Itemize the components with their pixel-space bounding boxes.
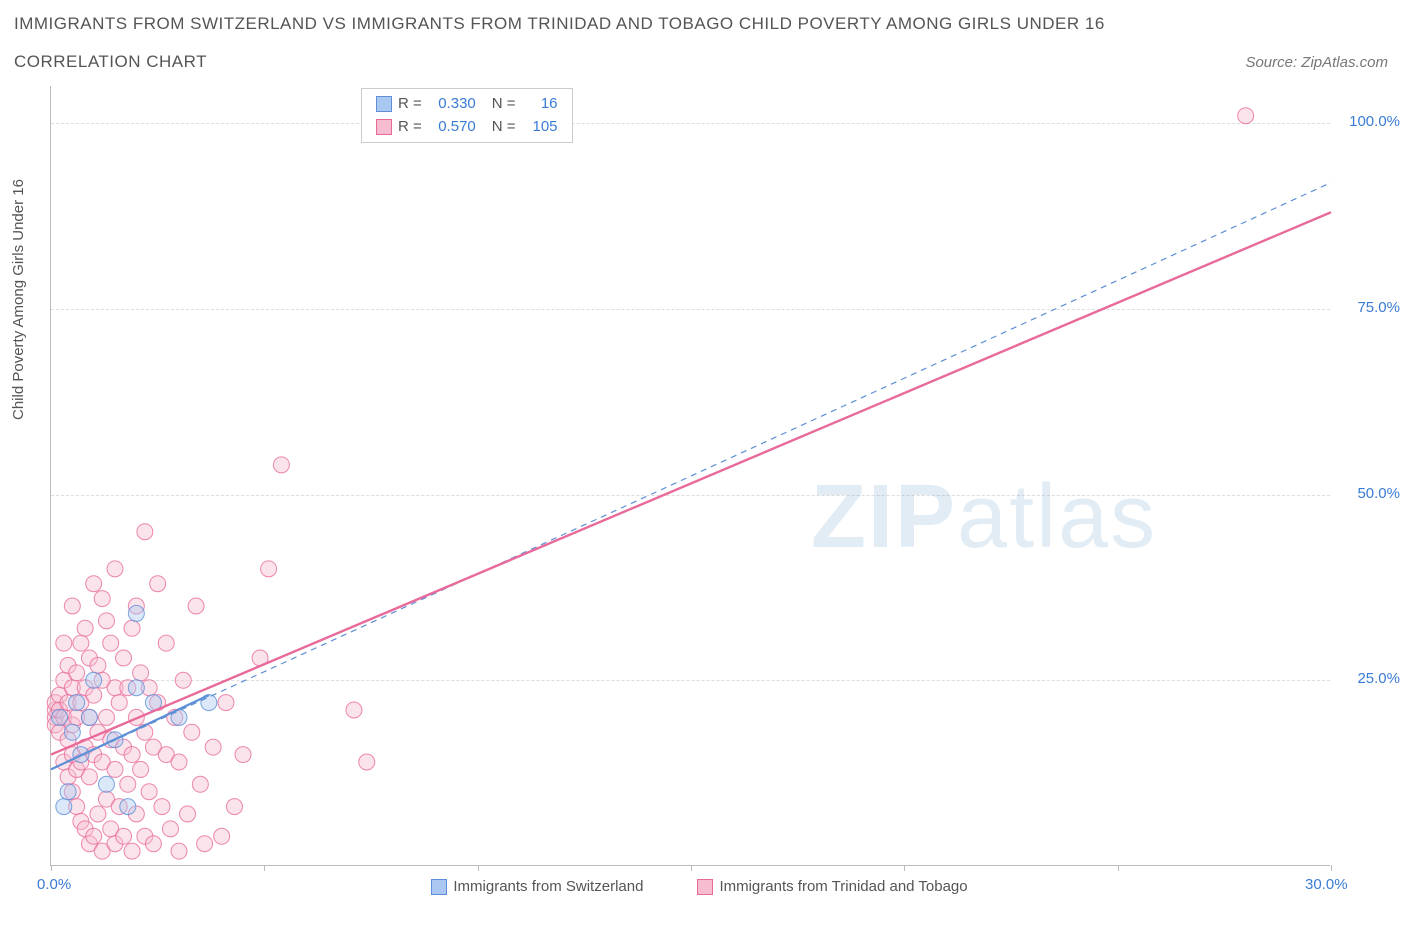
scatter-point: [90, 806, 106, 822]
scatter-point: [141, 784, 157, 800]
legend-bottom-item: Immigrants from Trinidad and Tobago: [679, 878, 967, 895]
scatter-point: [150, 576, 166, 592]
scatter-point: [273, 457, 289, 473]
y-tick-label: 50.0%: [1357, 485, 1400, 502]
scatter-point: [120, 776, 136, 792]
scatter-point: [137, 524, 153, 540]
scatter-point: [107, 561, 123, 577]
legend-swatch: [431, 879, 447, 895]
scatter-point: [86, 828, 102, 844]
x-tick-label: 0.0%: [37, 876, 71, 893]
scatter-point: [128, 605, 144, 621]
scatter-point: [162, 821, 178, 837]
scatter-point: [346, 702, 362, 718]
scatter-point: [235, 747, 251, 763]
scatter-point: [197, 836, 213, 852]
scatter-point: [107, 761, 123, 777]
scatter-point: [261, 561, 277, 577]
scatter-point: [145, 836, 161, 852]
x-tick: [904, 865, 905, 871]
x-tick-label: 30.0%: [1305, 876, 1348, 893]
scatter-point: [77, 620, 93, 636]
scatter-point: [116, 828, 132, 844]
scatter-point: [214, 828, 230, 844]
scatter-point: [158, 635, 174, 651]
scatter-svg: [51, 86, 1330, 865]
scatter-point: [133, 761, 149, 777]
scatter-point: [359, 754, 375, 770]
x-tick: [1331, 865, 1332, 871]
scatter-point: [60, 784, 76, 800]
legend-bottom-item: Immigrants from Switzerland: [413, 878, 643, 895]
scatter-point: [86, 672, 102, 688]
scatter-point: [52, 709, 68, 725]
scatter-point: [205, 739, 221, 755]
scatter-point: [98, 613, 114, 629]
scatter-point: [98, 776, 114, 792]
scatter-point: [86, 576, 102, 592]
y-axis-label: Child Poverty Among Girls Under 16: [10, 179, 27, 420]
scatter-point: [81, 709, 97, 725]
x-tick: [1118, 865, 1119, 871]
trend-line: [51, 212, 1331, 754]
scatter-point: [64, 598, 80, 614]
scatter-point: [64, 724, 80, 740]
chart-subtitle: CORRELATION CHART: [14, 52, 207, 72]
scatter-point: [69, 665, 85, 681]
y-tick-label: 75.0%: [1357, 299, 1400, 316]
scatter-point: [56, 799, 72, 815]
scatter-point: [98, 709, 114, 725]
scatter-point: [69, 695, 85, 711]
scatter-point: [226, 799, 242, 815]
scatter-point: [94, 591, 110, 607]
x-tick: [51, 865, 52, 871]
scatter-point: [124, 843, 140, 859]
x-tick: [264, 865, 265, 871]
scatter-point: [171, 754, 187, 770]
scatter-point: [124, 620, 140, 636]
scatter-point: [128, 680, 144, 696]
legend-swatch: [697, 879, 713, 895]
x-tick: [478, 865, 479, 871]
x-tick: [691, 865, 692, 871]
scatter-point: [116, 650, 132, 666]
scatter-point: [81, 769, 97, 785]
source-attribution: Source: ZipAtlas.com: [1245, 54, 1388, 71]
scatter-point: [175, 672, 191, 688]
scatter-point: [56, 635, 72, 651]
scatter-point: [171, 843, 187, 859]
scatter-point: [103, 635, 119, 651]
trend-line: [51, 183, 1331, 770]
y-tick-label: 25.0%: [1357, 670, 1400, 687]
scatter-point: [133, 665, 149, 681]
scatter-point: [188, 598, 204, 614]
scatter-point: [1238, 108, 1254, 124]
y-tick-label: 100.0%: [1349, 113, 1400, 130]
scatter-point: [180, 806, 196, 822]
chart-plot-area: ZIPatlas R = 0.330 N = 16 R = 0.570 N = …: [50, 86, 1330, 866]
scatter-point: [154, 799, 170, 815]
chart-title: IMMIGRANTS FROM SWITZERLAND VS IMMIGRANT…: [14, 14, 1105, 34]
scatter-point: [86, 687, 102, 703]
scatter-point: [120, 799, 136, 815]
scatter-point: [111, 695, 127, 711]
scatter-point: [218, 695, 234, 711]
scatter-point: [192, 776, 208, 792]
legend-bottom: Immigrants from Switzerland Immigrants fr…: [51, 878, 1330, 895]
scatter-point: [184, 724, 200, 740]
scatter-point: [90, 657, 106, 673]
scatter-point: [73, 635, 89, 651]
scatter-point: [124, 747, 140, 763]
